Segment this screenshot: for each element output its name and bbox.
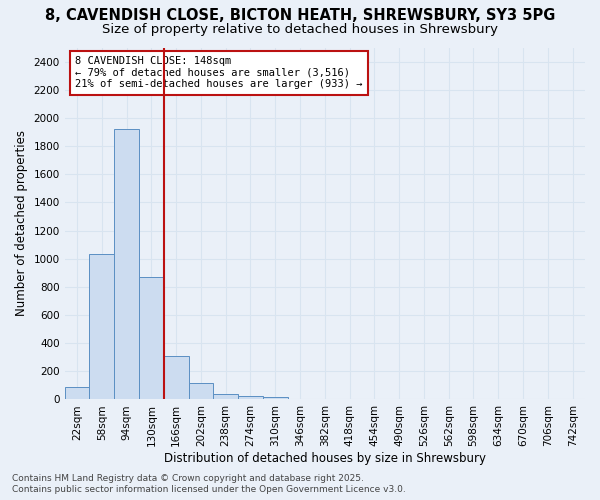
Bar (263, 398, 287, 400)
Bar (287, 399, 313, 400)
Text: 8, CAVENDISH CLOSE, BICTON HEATH, SHREWSBURY, SY3 5PG: 8, CAVENDISH CLOSE, BICTON HEATH, SHREWS… (45, 8, 555, 22)
X-axis label: Distribution of detached houses by size in Shrewsbury: Distribution of detached houses by size … (164, 452, 486, 465)
Bar (188, 382, 214, 400)
Bar (139, 277, 164, 400)
Bar (214, 394, 238, 400)
Text: Size of property relative to detached houses in Shrewsbury: Size of property relative to detached ho… (102, 22, 498, 36)
Text: Contains HM Land Registry data © Crown copyright and database right 2025.
Contai: Contains HM Land Registry data © Crown c… (12, 474, 406, 494)
Bar (238, 396, 263, 400)
Bar (164, 356, 188, 400)
Bar (65, 387, 89, 400)
Bar (114, 129, 139, 400)
Y-axis label: Number of detached properties: Number of detached properties (15, 130, 28, 316)
Bar (89, 254, 114, 400)
Text: 8 CAVENDISH CLOSE: 148sqm
← 79% of detached houses are smaller (3,516)
21% of se: 8 CAVENDISH CLOSE: 148sqm ← 79% of detac… (75, 56, 362, 90)
